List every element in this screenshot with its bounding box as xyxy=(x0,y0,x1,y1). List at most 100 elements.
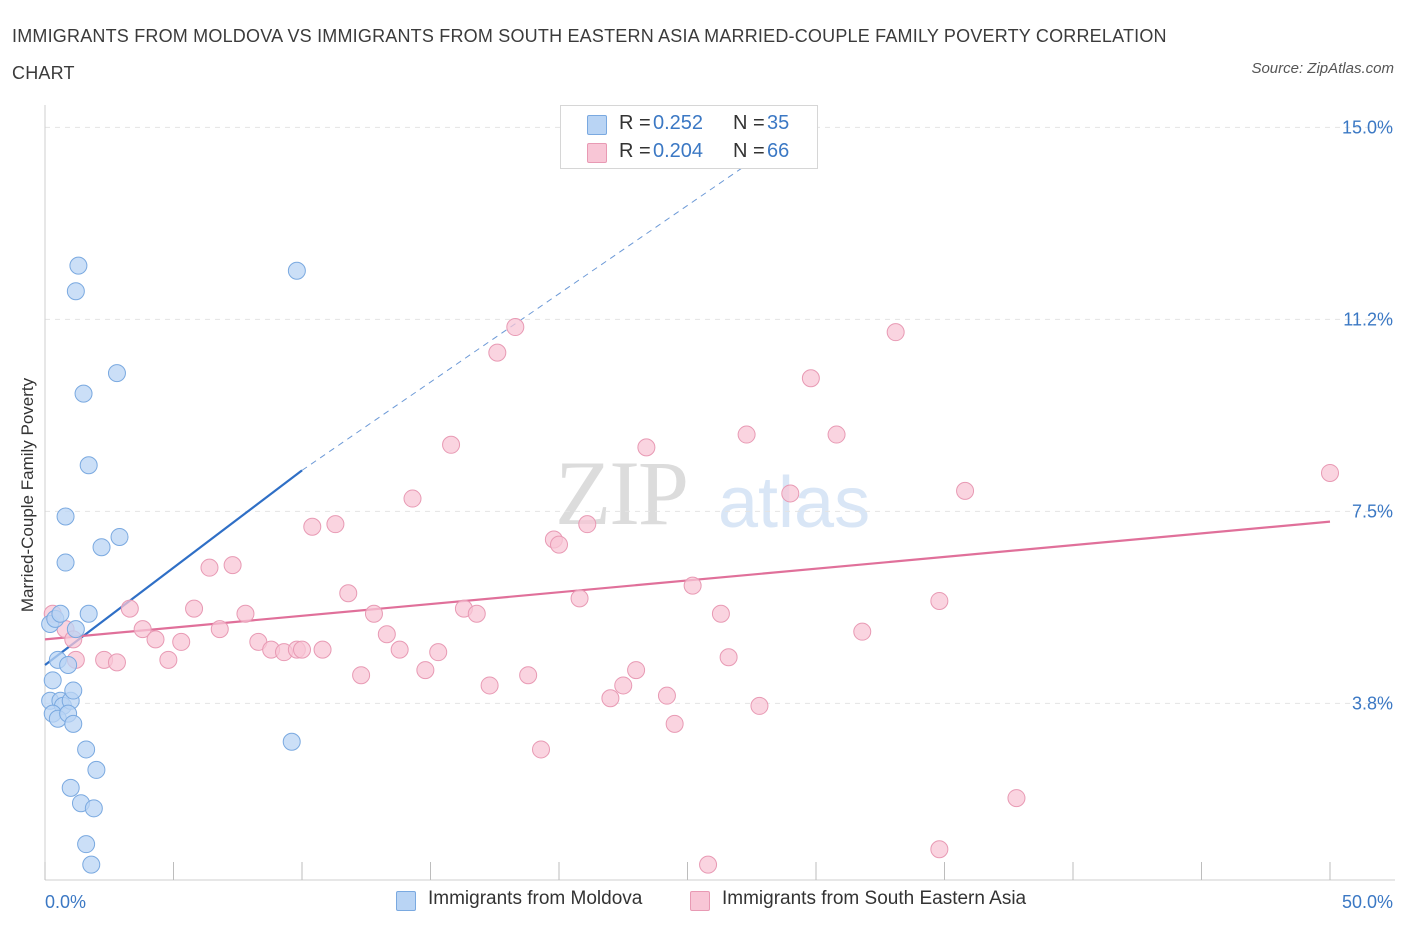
sea-swatch xyxy=(587,143,607,163)
sea-legend-label: Immigrants from South Eastern Asia xyxy=(722,888,1027,909)
tick-labels: 3.8% 7.5% 11.2% 15.0% 0.0% 50.0% xyxy=(45,117,1393,912)
moldova-point xyxy=(43,671,62,690)
moldova-point xyxy=(79,604,98,623)
sea-point xyxy=(159,650,178,669)
sea-point xyxy=(614,676,633,695)
sea-point xyxy=(146,630,165,649)
y-tick-label: 3.8% xyxy=(1352,693,1393,713)
sea-point xyxy=(827,425,846,444)
sea-point xyxy=(683,576,702,595)
sea-point xyxy=(699,855,718,874)
sea-point xyxy=(637,438,656,457)
sea-r-label: R = xyxy=(619,140,651,162)
sea-point xyxy=(326,515,345,534)
moldova-point xyxy=(61,778,80,797)
moldova-legend-label: Immigrants from Moldova xyxy=(428,888,643,909)
moldova-point xyxy=(64,681,83,700)
sea-point xyxy=(364,604,383,623)
data-points xyxy=(41,256,1339,874)
x-tick-label: 50.0% xyxy=(1342,892,1393,912)
sea-point xyxy=(467,604,486,623)
sea-point xyxy=(711,604,730,623)
sea-point xyxy=(339,584,358,603)
sea-point xyxy=(601,689,620,708)
moldova-point xyxy=(92,538,111,557)
sea-point xyxy=(657,686,676,705)
sea-point xyxy=(1321,463,1339,482)
x-tick-label: 0.0% xyxy=(45,892,86,912)
y-tick-label: 7.5% xyxy=(1352,501,1393,521)
moldova-point xyxy=(77,835,96,854)
sea-point xyxy=(1007,789,1026,808)
moldova-n-label: N = xyxy=(733,112,765,134)
moldova-trend-extension xyxy=(301,116,817,471)
sea-point xyxy=(886,323,905,342)
sea-n-value: 66 xyxy=(767,140,790,162)
sea-point xyxy=(550,535,568,554)
sea-point xyxy=(442,435,461,454)
moldova-trend-line xyxy=(44,469,303,666)
moldova-point xyxy=(107,364,126,383)
axes xyxy=(44,105,1395,881)
sea-point xyxy=(570,589,589,608)
moldova-point xyxy=(56,507,75,526)
moldova-point xyxy=(69,256,88,275)
sea-point xyxy=(172,632,191,651)
moldova-point xyxy=(84,799,103,818)
sea-point xyxy=(185,599,204,618)
sea-point xyxy=(352,666,371,685)
moldova-r-value: 0.252 xyxy=(653,112,704,134)
moldova-point xyxy=(74,384,93,403)
sea-r-value: 0.204 xyxy=(653,140,704,162)
sea-point xyxy=(480,676,499,695)
sea-point xyxy=(801,369,820,388)
sea-point xyxy=(303,517,322,536)
sea-legend-swatch xyxy=(690,891,710,911)
moldova-point xyxy=(66,282,85,301)
moldova-point xyxy=(51,604,70,623)
sea-point xyxy=(737,425,756,444)
moldova-point xyxy=(66,620,85,639)
sea-point xyxy=(120,599,139,618)
sea-point xyxy=(532,740,551,759)
watermark-atlas: atlas xyxy=(718,463,871,543)
sea-point xyxy=(956,481,975,500)
sea-point xyxy=(627,661,646,680)
moldova-point xyxy=(87,760,106,779)
sea-point xyxy=(210,620,229,639)
moldova-point xyxy=(77,740,96,759)
moldova-point xyxy=(110,527,129,546)
moldova-point xyxy=(82,855,101,874)
sea-point xyxy=(133,620,152,639)
sea-point xyxy=(781,484,800,503)
sea-point xyxy=(313,640,332,659)
sea-point xyxy=(236,604,255,623)
moldova-point xyxy=(282,732,301,751)
sea-point xyxy=(930,591,949,610)
sea-point xyxy=(750,696,769,715)
y-tick-label: 15.0% xyxy=(1342,117,1393,137)
moldova-point xyxy=(59,655,78,674)
stats-legend: R = 0.252 N = 35 R = 0.204 N = 66 xyxy=(560,105,818,169)
sea-point xyxy=(200,558,219,577)
moldova-swatch xyxy=(587,115,607,135)
moldova-n-value: 35 xyxy=(767,112,790,134)
sea-point xyxy=(578,515,597,534)
sea-point xyxy=(293,640,311,659)
sea-point xyxy=(519,666,538,685)
sea-point xyxy=(719,648,738,667)
chart-title: IMMIGRANTS FROM MOLDOVA VS IMMIGRANTS FR… xyxy=(12,26,1167,83)
moldova-r-label: R = xyxy=(619,112,651,134)
sea-point xyxy=(390,640,409,659)
sea-point xyxy=(377,625,396,644)
moldova-point xyxy=(64,714,83,733)
sea-point xyxy=(853,622,872,641)
y-tick-label: 11.2% xyxy=(1343,309,1393,329)
grid-lines xyxy=(45,126,1395,704)
sea-point xyxy=(429,643,448,662)
moldova-point xyxy=(79,456,98,475)
sea-point xyxy=(930,840,949,859)
watermark-zip: ZIP xyxy=(555,442,689,544)
moldova-point xyxy=(56,553,75,572)
moldova-legend-swatch xyxy=(396,891,416,911)
